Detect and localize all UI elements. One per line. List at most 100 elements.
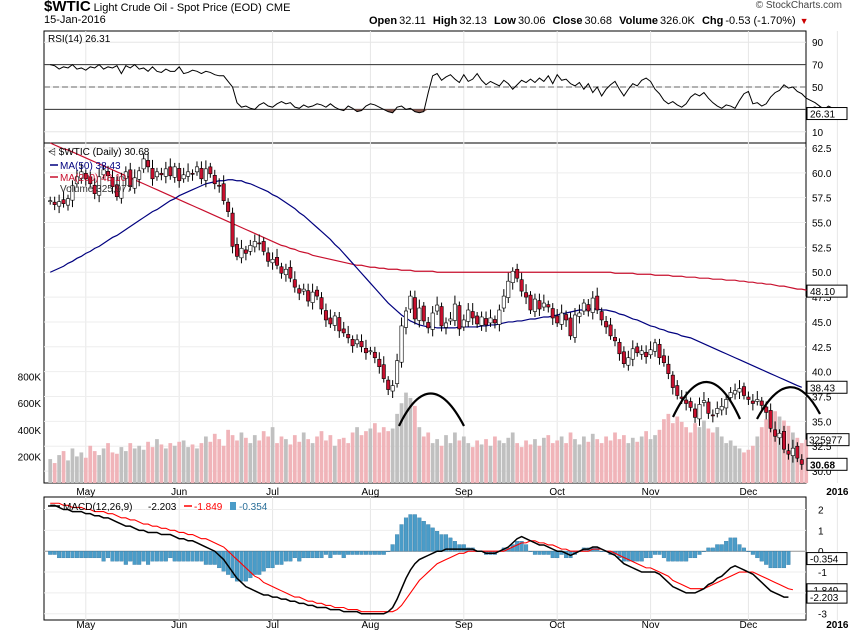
- price-tick-label: 47.5: [812, 293, 832, 304]
- candle-body: [524, 292, 529, 298]
- rsi-line: [50, 63, 847, 115]
- candle-body: [786, 450, 791, 455]
- x-tick-label: Nov: [642, 487, 660, 498]
- macd-hist-bar: [368, 551, 373, 555]
- volume-bar: [639, 436, 644, 483]
- volume-bar: [368, 428, 373, 483]
- volume-bar: [328, 435, 333, 483]
- candle-body: [368, 350, 373, 353]
- candle-body: [341, 328, 346, 334]
- macd-hist-bar: [319, 551, 324, 559]
- volume-bar: [146, 441, 150, 483]
- candle-body: [644, 351, 649, 358]
- price-tick-label: 52.5: [812, 243, 832, 254]
- candle-body: [310, 291, 315, 303]
- volume-bar: [275, 443, 279, 483]
- macd-hist-bar: [555, 551, 560, 559]
- volume-bar: [755, 436, 760, 483]
- volume-bar: [119, 447, 124, 483]
- candle-body: [377, 358, 382, 367]
- macd-hist-bar: [88, 551, 93, 559]
- candle-body: [746, 396, 751, 400]
- macd-hist-bar: [768, 551, 773, 569]
- candle-body: [226, 201, 231, 212]
- volume-bar: [292, 435, 297, 483]
- ma200-legend: MA(200) 48.10: [60, 173, 127, 184]
- x-tick-label: Jul: [266, 487, 279, 498]
- volume-bar: [159, 444, 164, 483]
- ma200-last-label: 48.10: [810, 287, 835, 298]
- candle-body: [372, 351, 377, 359]
- x-tick-label: 2016: [826, 487, 849, 498]
- x-tick-label: Oct: [549, 487, 565, 498]
- macd-tick-label: 1: [818, 526, 824, 537]
- candle-body: [208, 166, 213, 175]
- volume-bar: [702, 420, 706, 483]
- candle-body: [439, 306, 444, 327]
- candle-body: [408, 295, 413, 310]
- macd-hist-bar: [297, 551, 302, 562]
- volume-bar: [252, 435, 257, 483]
- macd-hist-bar: [746, 551, 751, 552]
- volume-bar: [270, 427, 275, 483]
- macd-hist-bar: [452, 541, 457, 552]
- volume-tick-label: 800K: [18, 373, 42, 384]
- volume-bar: [675, 416, 680, 483]
- candle-body: [781, 431, 786, 450]
- volume-bar: [115, 453, 119, 483]
- candle-body: [759, 400, 764, 406]
- macd-hist-bar: [323, 551, 328, 555]
- volume-bar: [284, 439, 288, 483]
- volume-label: Volume: [619, 15, 659, 27]
- macd-tick-label: -3: [818, 610, 827, 621]
- macd-legend: MACD(12,26,9): [63, 502, 132, 513]
- macd-hist-bar: [657, 551, 662, 555]
- macd-hist-bar: [399, 524, 404, 552]
- volume-bar: [746, 449, 751, 483]
- macd-hist-bar: [217, 551, 222, 569]
- candle-body: [484, 318, 489, 326]
- price-tick-label: 42.5: [812, 343, 832, 354]
- volume-bar: [426, 432, 431, 483]
- macd-hist-bar: [724, 541, 729, 552]
- macd-hist-bar: [737, 544, 742, 552]
- candle-body: [230, 212, 235, 247]
- candle-body: [426, 322, 431, 329]
- candle-body: [777, 432, 782, 439]
- macd-hist-bar: [435, 531, 440, 552]
- volume-bar: [573, 439, 577, 483]
- candle-body: [390, 385, 395, 392]
- candle-body: [332, 315, 337, 326]
- candle-body: [48, 200, 53, 202]
- candle-body: [452, 303, 457, 321]
- macd-hist-bar: [519, 541, 524, 552]
- candle-body: [457, 305, 462, 330]
- volume-bar: [453, 432, 457, 483]
- macd-hist-bar: [764, 551, 769, 565]
- exchange: CME: [265, 2, 291, 14]
- macd-hist-bar: [114, 551, 119, 562]
- candle-body: [315, 289, 320, 297]
- candle-body: [412, 297, 417, 320]
- volume-bar: [377, 432, 382, 483]
- macd-hist-bar: [248, 551, 253, 579]
- macd-hist-bar: [328, 551, 333, 559]
- candle-body: [653, 342, 658, 352]
- candle-body: [572, 314, 577, 338]
- macd-hist-bar: [786, 551, 791, 565]
- price-tick-label: 35.0: [812, 417, 832, 428]
- macd-hist-bar: [203, 551, 208, 565]
- candle-body: [626, 357, 631, 366]
- candle-body: [66, 198, 71, 206]
- candle-body: [492, 319, 497, 324]
- candle-body: [172, 166, 177, 178]
- volume-bar: [430, 443, 435, 483]
- volume-bar: [337, 439, 342, 483]
- volume-bar: [70, 448, 75, 483]
- x-tick-label: Sep: [455, 487, 473, 498]
- candle-body: [559, 312, 564, 325]
- macd-hist-bar: [666, 551, 671, 562]
- macd-hist-bar: [57, 551, 62, 559]
- volume-bar: [75, 456, 79, 483]
- volume-bar: [435, 439, 439, 483]
